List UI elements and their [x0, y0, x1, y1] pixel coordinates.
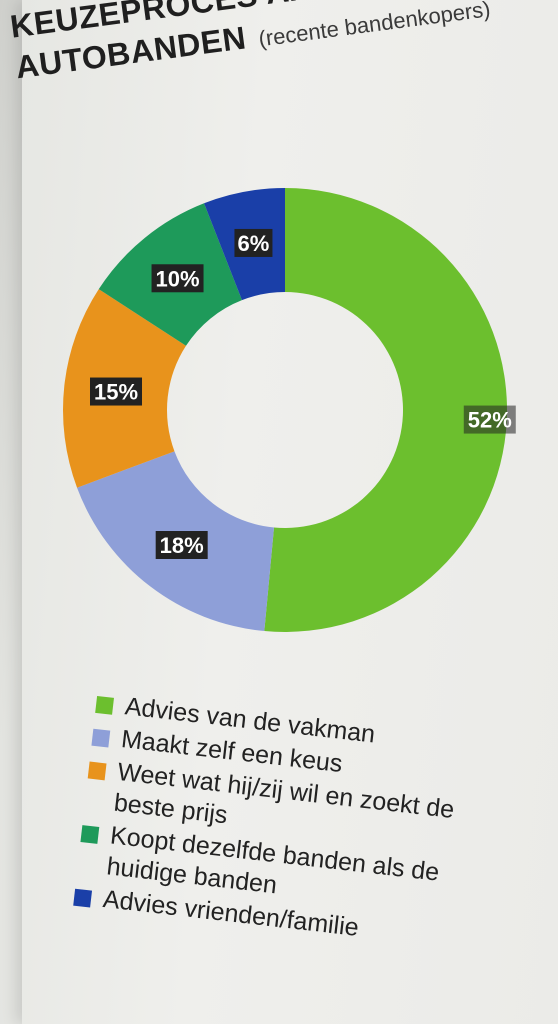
- data-label-background: [463, 405, 516, 434]
- data-label: 52%: [468, 408, 512, 433]
- legend-swatch: [73, 888, 93, 908]
- data-label-background: [151, 264, 204, 293]
- data-label-background: [234, 228, 273, 257]
- legend-swatch: [95, 695, 114, 715]
- legend-swatch: [80, 825, 100, 844]
- data-label: 18%: [160, 533, 204, 558]
- data-label: 6%: [238, 231, 270, 256]
- donut-slice: [264, 188, 507, 632]
- data-label-background: [155, 531, 208, 560]
- donut-slices: [62, 188, 507, 632]
- data-label: 10%: [156, 266, 200, 291]
- donut-labels: 52% 18% 15% 10% 6%: [90, 228, 516, 560]
- legend-swatch: [87, 761, 107, 781]
- chart-legend: Advies van de vakman Maakt zelf een keus…: [72, 688, 515, 961]
- legend-swatch: [91, 728, 111, 748]
- data-label: 15%: [94, 380, 138, 405]
- data-label-background: [90, 377, 143, 406]
